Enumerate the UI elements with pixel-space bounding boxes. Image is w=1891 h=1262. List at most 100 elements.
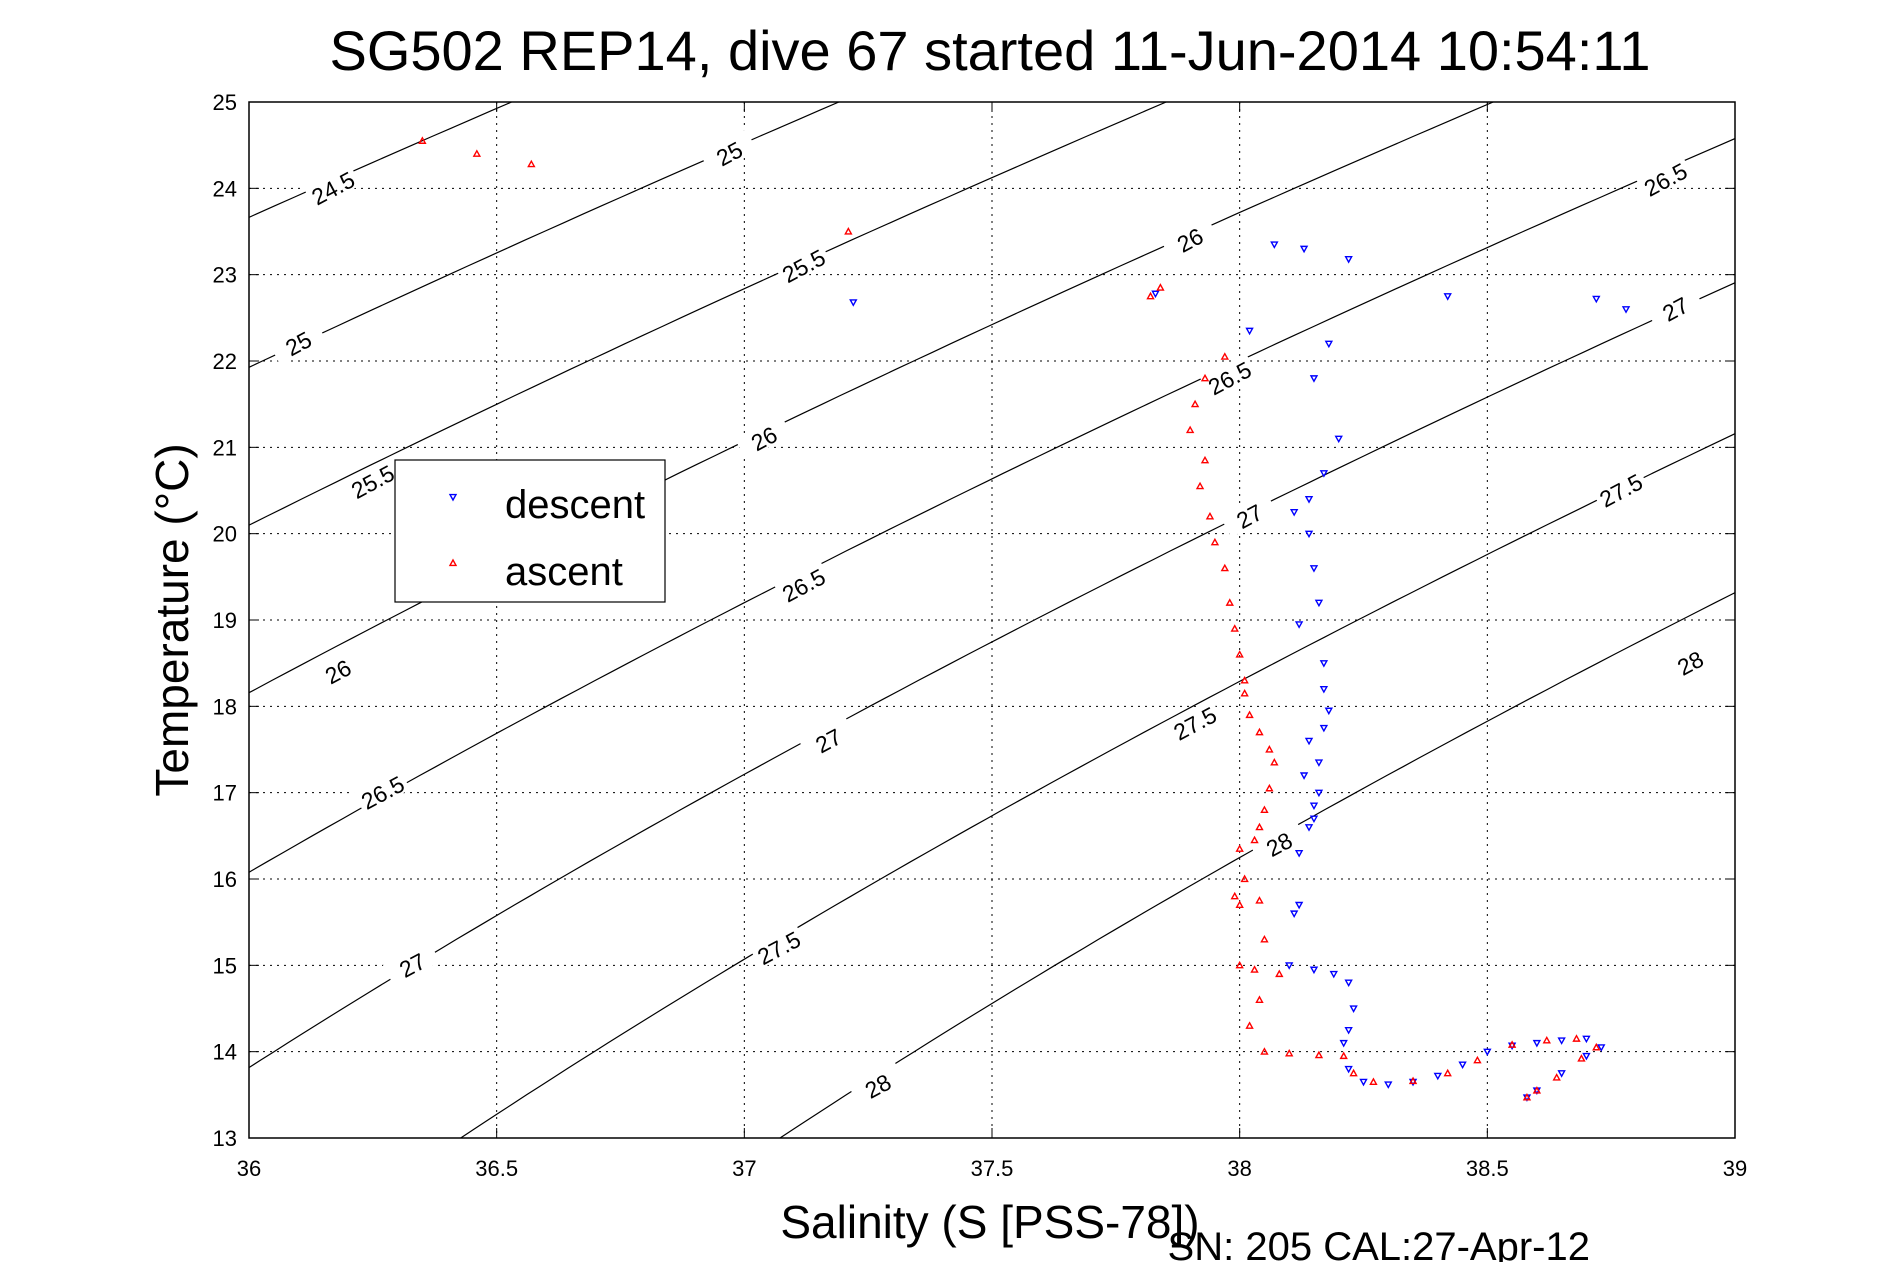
- ascent-point: [1146, 291, 1155, 300]
- descent-point: [1597, 1044, 1606, 1052]
- y-tick-label: 14: [213, 1040, 237, 1065]
- y-tick-label: 17: [213, 781, 237, 806]
- legend-descent-marker: [448, 493, 458, 502]
- descent-point: [1592, 295, 1601, 304]
- ascent-point: [1195, 481, 1205, 490]
- density-contour-line: [778, 591, 1735, 1138]
- ascent-point: [527, 159, 536, 168]
- ascent-point: [1200, 455, 1210, 464]
- ascent-point: [1235, 900, 1244, 908]
- contour-label-bg: [303, 163, 361, 210]
- ascent-point: [1156, 283, 1165, 291]
- descent-point: [1314, 789, 1324, 798]
- descent-point: [1319, 724, 1329, 733]
- descent-point: [1309, 966, 1319, 975]
- y-tick-label: 20: [213, 522, 237, 547]
- descent-point: [1408, 1078, 1418, 1087]
- ascent-point: [1522, 1092, 1532, 1101]
- x-tick-label: 37: [732, 1156, 756, 1181]
- ascent-point: [1235, 844, 1244, 852]
- ascent-point: [1240, 675, 1249, 684]
- ascent-point: [1255, 896, 1264, 904]
- ascent-point: [1245, 710, 1254, 719]
- descent-point: [1270, 241, 1279, 249]
- contour-label-bg: [1636, 155, 1694, 201]
- legend-ascent-label: ascent: [505, 550, 623, 594]
- x-axis-label: Salinity (S [PSS-78]): [780, 1196, 1199, 1248]
- ascent-point: [844, 227, 853, 235]
- ascent-point: [1235, 650, 1244, 658]
- contour-label-bg: [734, 414, 792, 460]
- descent-point: [849, 299, 858, 307]
- contour-label-bg: [699, 129, 758, 175]
- ascent-point: [1240, 874, 1249, 883]
- legend-descent-label: descent: [505, 483, 645, 527]
- x-tick-label: 38: [1227, 1156, 1251, 1181]
- descent-point: [1319, 470, 1329, 478]
- descent-point: [1458, 1061, 1467, 1070]
- contour-label-bg: [382, 940, 441, 987]
- descent-point: [1507, 1042, 1517, 1051]
- contour-label-bg: [799, 716, 857, 762]
- ascent-point: [1210, 537, 1220, 546]
- descent-point: [1294, 850, 1304, 858]
- descent-point: [1319, 685, 1329, 694]
- ascent-point: [1240, 688, 1249, 697]
- ascent-point: [1542, 1035, 1551, 1044]
- descent-point: [1294, 621, 1304, 629]
- ascent-point: [1220, 563, 1229, 572]
- contour-label-bg: [343, 457, 401, 503]
- contour-label-bg: [1220, 491, 1278, 538]
- descent-point: [1582, 1052, 1591, 1061]
- ascent-point: [1275, 969, 1284, 978]
- ascent-point: [1205, 511, 1215, 520]
- descent-point: [1344, 1065, 1353, 1074]
- ascent-point: [1408, 1076, 1418, 1085]
- legend-box: [394, 459, 666, 603]
- descent-point: [1582, 1035, 1591, 1044]
- contour-label-bg: [1660, 638, 1719, 685]
- x-tick-label: 38.5: [1466, 1156, 1509, 1181]
- descent-point: [1304, 737, 1314, 746]
- descent-point: [1329, 970, 1338, 979]
- ascent-point: [1230, 891, 1239, 900]
- x-tick-label: 36: [237, 1156, 261, 1181]
- descent-point: [1299, 772, 1309, 780]
- ascent-point: [1235, 960, 1244, 969]
- ascent-point: [1260, 1047, 1269, 1055]
- descent-point: [1299, 245, 1309, 254]
- descent-point: [1339, 1039, 1348, 1048]
- x-tick-label: 36.5: [475, 1156, 518, 1181]
- ascent-point: [1260, 805, 1269, 814]
- descent-point: [1289, 910, 1299, 918]
- descent-point: [1285, 962, 1294, 970]
- descent-point: [1359, 1078, 1368, 1087]
- calibration-footer: SN: 205 CAL:27-Apr-12: [1168, 1225, 1590, 1262]
- density-contour-line: [249, 137, 1735, 873]
- descent-point: [1443, 293, 1452, 301]
- ascent-point: [1220, 352, 1229, 360]
- density-contour-line: [249, 102, 841, 368]
- descent-point: [1314, 599, 1324, 608]
- ascent-point: [418, 136, 427, 144]
- ascent-point: [1552, 1073, 1561, 1081]
- ascent-point: [1532, 1086, 1542, 1094]
- ascent-point: [1255, 727, 1264, 736]
- ascent-point: [1190, 399, 1200, 408]
- x-tick-label: 37.5: [971, 1156, 1014, 1181]
- ascent-point: [1572, 1034, 1581, 1042]
- ascent-point: [1260, 934, 1269, 943]
- ascent-point: [1255, 995, 1264, 1003]
- descent-point: [1344, 979, 1353, 988]
- descent-point: [1344, 256, 1353, 264]
- descent-point: [1309, 375, 1319, 383]
- ascent-point: [1255, 822, 1264, 831]
- descent-point: [1344, 1026, 1353, 1035]
- y-tick-label: 24: [213, 176, 237, 201]
- ascent-point: [1443, 1068, 1452, 1077]
- y-tick-label: 22: [213, 349, 237, 374]
- descent-point: [1309, 802, 1319, 811]
- contour-label-bg: [848, 1061, 906, 1108]
- ascent-point: [1285, 1048, 1294, 1057]
